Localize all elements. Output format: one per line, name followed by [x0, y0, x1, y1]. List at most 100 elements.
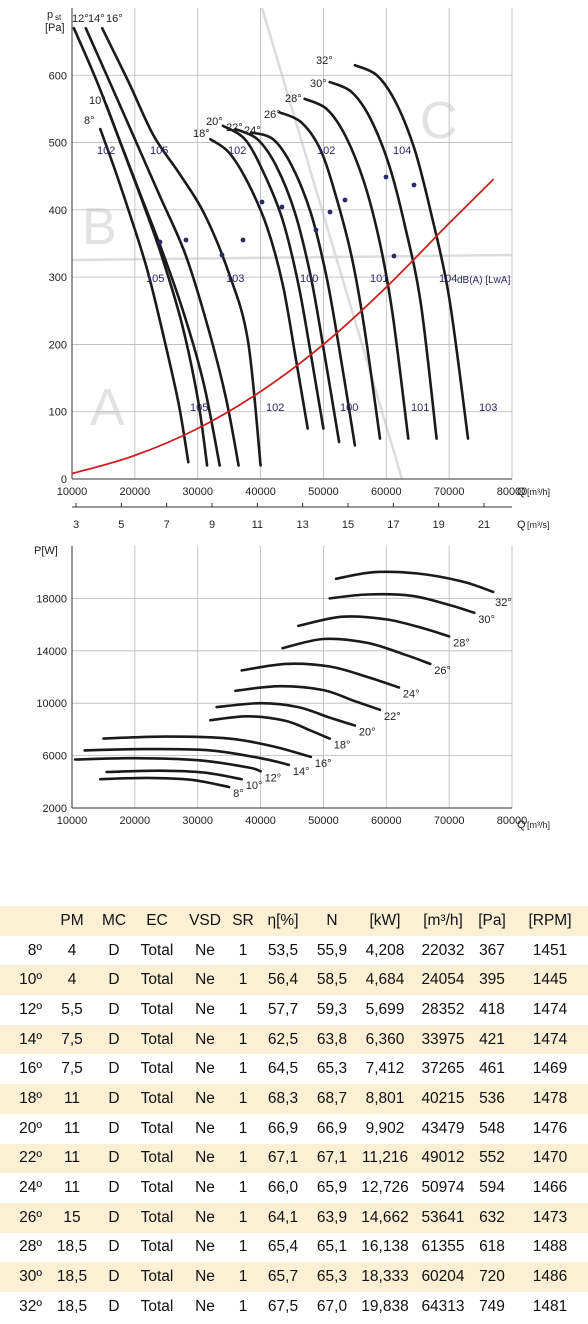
power-curve-7: [215, 701, 357, 727]
x-tick-label: 70000: [434, 815, 465, 827]
table-cell: 367: [479, 941, 505, 959]
table-cell: D: [108, 1238, 120, 1256]
table-cell: 418: [479, 1000, 505, 1018]
table-cell: 4,208: [365, 941, 405, 959]
power-curve-9: [240, 662, 401, 689]
table-row: 20º 11 D Total Ne 1 66,9 66,9 9,902 43479 548 1476: [0, 1114, 588, 1144]
table-cell: 4: [67, 941, 77, 959]
table-cell: 1: [228, 1262, 258, 1292]
table-cell: 11: [48, 1143, 96, 1174]
table-header-cell: [m³/h]: [414, 906, 472, 936]
pressure-curve-1: [99, 127, 190, 464]
x2-axis-label: Q: [517, 519, 526, 531]
table-cell: 61355: [421, 1238, 465, 1256]
table-cell: 9,902: [365, 1119, 405, 1137]
y-axis-unit: [Pa]: [45, 22, 65, 34]
noise-level-label: 100: [300, 273, 318, 285]
noise-unit-label: dB(A) [LwA]: [457, 275, 511, 286]
power-curve-3: [73, 756, 262, 773]
table-cell: 60204: [414, 1262, 472, 1292]
power-curve-10: [281, 637, 432, 666]
angle-label: 26°: [434, 665, 451, 677]
angle-label: 12°: [72, 13, 89, 25]
y-tick-label: 400: [49, 205, 67, 217]
table-cell: 68,7: [308, 1084, 356, 1114]
angle-label: 30°: [310, 78, 327, 90]
table-cell: 1451: [532, 941, 568, 959]
angle-label: 18°: [334, 740, 351, 752]
table-cell: 66,0: [267, 1179, 299, 1197]
table-cell: Total: [132, 1262, 182, 1292]
noise-level-label: 105: [190, 402, 208, 414]
table-cell: 53641: [414, 1202, 472, 1233]
angle-label: 24°: [244, 125, 261, 137]
noise-level-label: 101: [370, 273, 388, 285]
angle-label: 14°: [88, 13, 105, 25]
table-cell: 59,3: [316, 1000, 348, 1018]
angle-label: 16°: [106, 13, 123, 25]
y-tick-label: 18000: [36, 593, 67, 605]
table-cell: D: [96, 1024, 132, 1055]
table-cell: 62,5: [258, 1024, 308, 1055]
table-cell: 18,333: [356, 1262, 414, 1292]
y-tick-label: 6000: [43, 751, 67, 763]
table-cell: 1473: [512, 1202, 588, 1233]
x-tick-label: 50000: [308, 815, 339, 827]
angle-label: 20°: [359, 726, 376, 738]
table-cell: 1: [238, 1119, 248, 1137]
table-cell: 40215: [414, 1084, 472, 1114]
table-cell: D: [96, 1143, 132, 1174]
blade-angle-cell: 16º: [19, 1060, 42, 1078]
table-row: 12º 5,5 D Total Ne 1 57,7 59,3 5,699 28352 418 1474: [0, 995, 588, 1025]
x-tick-label: 40000: [245, 486, 276, 498]
x-tick-label: 70000: [434, 486, 465, 498]
x-tick-label: 10000: [57, 815, 88, 827]
power-curve-13: [334, 570, 495, 594]
table-cell: Ne: [195, 1179, 215, 1197]
angle-label: 8°: [84, 115, 95, 127]
x-tick-label: 20000: [120, 486, 151, 498]
table-cell: 1488: [532, 1238, 568, 1256]
table-cell: D: [96, 965, 132, 996]
power-curve-4: [83, 747, 291, 767]
noise-point: [327, 209, 333, 215]
power-chart: 10000 20000 30000 40000 50000 60000 70000 80000…: [34, 545, 550, 831]
noise-level-label: 103: [226, 273, 244, 285]
table-cell: 1478: [512, 1084, 588, 1114]
table-cell: 4: [48, 965, 96, 996]
table-cell: Total: [140, 941, 174, 959]
table-cell: 1: [238, 1297, 248, 1315]
noise-level-label: 104: [439, 273, 457, 285]
x-tick-label: 80000: [497, 486, 528, 498]
angle-label: 32°: [316, 55, 333, 67]
power-curve-6: [209, 714, 331, 740]
table-row: 22º 11 D Total Ne 1 67,1 67,1 11,216 49012 552 1470: [0, 1143, 588, 1174]
table-cell: D: [108, 1000, 120, 1018]
angle-label: 22°: [384, 711, 401, 723]
angle-label: 28°: [285, 93, 302, 105]
x-tick-label: 40000: [245, 815, 276, 827]
table-cell: 64313: [421, 1297, 465, 1315]
table-cell: 24054: [414, 965, 472, 996]
table-cell: 11: [63, 1179, 81, 1197]
table-cell: 395: [472, 965, 512, 996]
table-cell: 1: [228, 1084, 258, 1114]
table-cell: 7,5: [48, 1024, 96, 1055]
zone-line-bc: [260, 7, 404, 480]
y-tick-label: 300: [49, 272, 67, 284]
table-cell: 1: [238, 1238, 248, 1256]
table-cell: Total: [132, 965, 182, 996]
blade-angle-cell: 26º: [0, 1202, 48, 1233]
zone-label-a: A: [90, 379, 125, 437]
angle-label: 12°: [265, 772, 282, 784]
table-cell: Ne: [182, 1084, 228, 1114]
angle-label: 8°: [233, 788, 244, 800]
table-cell: 1: [228, 1202, 258, 1233]
pressure-chart: A B C 10000 20000 30000 40000 50000 60000 70000 80…: [45, 7, 550, 531]
x-tick-label: 50000: [308, 486, 339, 498]
x2-tick-label: 5: [118, 519, 124, 531]
table-cell: 22032: [421, 941, 465, 959]
x-tick-label: 60000: [371, 815, 402, 827]
table-cell: Total: [132, 1143, 182, 1174]
table-cell: Ne: [182, 1262, 228, 1292]
